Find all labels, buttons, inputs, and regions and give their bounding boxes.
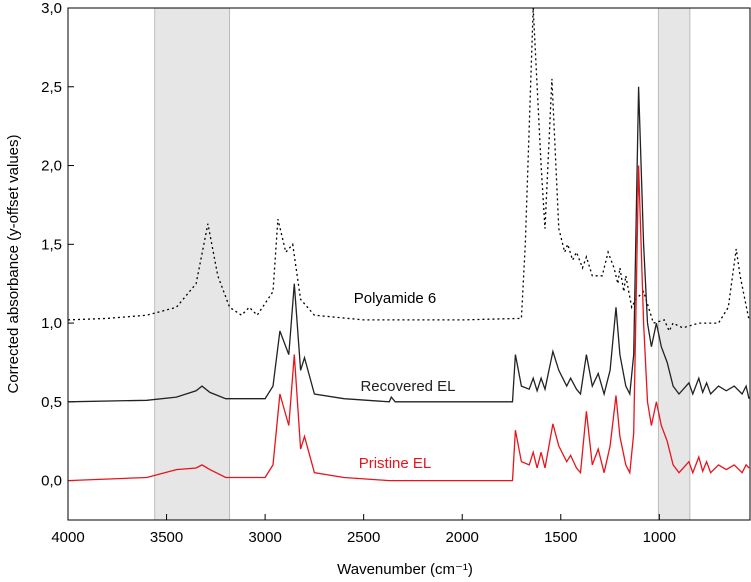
y-tick-label: 2,0 (41, 158, 62, 175)
shaded-region (657, 7, 691, 521)
shaded-region (154, 7, 231, 521)
x-tick-label: 4000 (51, 529, 84, 546)
x-tick-label: 3000 (248, 529, 281, 546)
series-line (67, 86, 750, 403)
x-tick-label: 1500 (544, 529, 577, 546)
y-tick-label: 2,5 (41, 79, 62, 96)
y-tick-label: 3,0 (41, 0, 62, 17)
x-tick-label: 3500 (150, 529, 183, 546)
y-axis-title: Corrected absorbance (y-offset values) (5, 134, 22, 393)
x-axis-title: Wavenumber (cm⁻¹) (337, 561, 473, 578)
series-label: Polyamide 6 (354, 290, 437, 307)
y-tick-label: 1,0 (41, 315, 62, 332)
series-label: Recovered EL (360, 378, 455, 395)
x-tick-label: 1000 (643, 529, 676, 546)
y-tick-label: 1,5 (41, 236, 62, 253)
x-tick-label: 2500 (347, 529, 380, 546)
plot-frame (67, 7, 751, 521)
series-label: Pristine EL (359, 455, 432, 472)
y-tick-label: 0,0 (41, 473, 62, 490)
x-tick-label: 2000 (446, 529, 479, 546)
y-tick-label: 0,5 (41, 394, 62, 411)
series-line (67, 165, 750, 482)
